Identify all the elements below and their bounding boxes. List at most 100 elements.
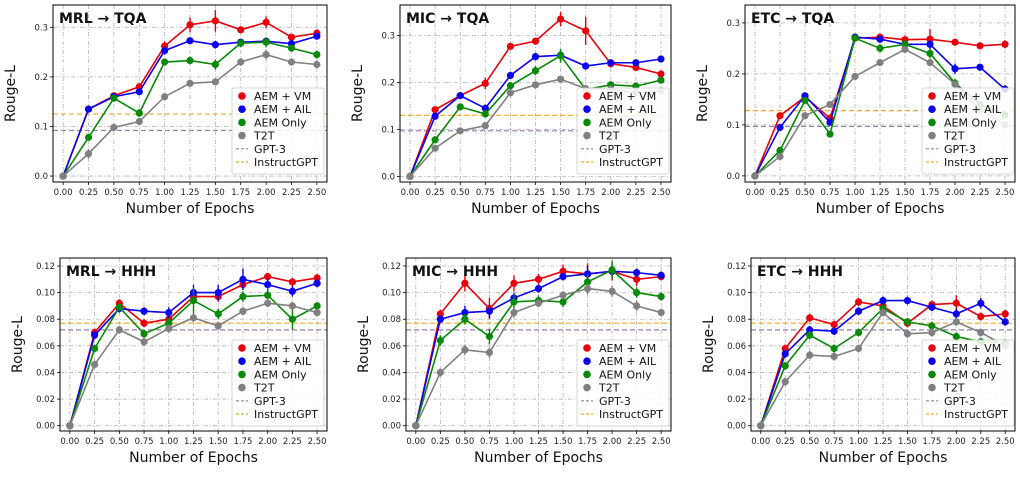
y-tick-label: 0.08 <box>36 315 55 325</box>
legend-marker <box>583 118 591 127</box>
legend-marker <box>928 357 936 366</box>
legend-marker <box>928 92 936 100</box>
data-point <box>189 314 198 322</box>
data-point <box>135 109 143 117</box>
x-tick-label: 1.00 <box>159 437 178 447</box>
legend-box <box>231 87 325 175</box>
x-tick-label: 1.50 <box>554 437 573 447</box>
data-point <box>556 52 565 60</box>
legend-marker <box>238 105 246 113</box>
x-tick-label: 1.75 <box>576 188 595 198</box>
data-point <box>879 296 887 305</box>
data-point <box>431 112 439 120</box>
x-tick-label: 0.75 <box>825 437 844 447</box>
x-tick-label: 1.25 <box>184 437 203 447</box>
data-point <box>288 278 296 286</box>
x-tick-label: 0.50 <box>104 188 123 198</box>
data-point <box>854 344 863 353</box>
y-tick-label: 0.02 <box>727 395 746 405</box>
y-axis-title: Rouge-L <box>10 316 26 373</box>
legend-label: AEM + AIL <box>254 103 312 116</box>
data-point <box>776 112 784 120</box>
data-point <box>506 82 515 90</box>
data-point <box>135 117 143 126</box>
legend-label: AEM + VM <box>254 342 311 355</box>
legend-label: AEM + VM <box>944 342 1001 355</box>
legend-marker <box>583 344 591 352</box>
legend-marker <box>583 383 591 392</box>
x-tick-label: 1.75 <box>231 188 250 198</box>
data-point <box>582 62 590 70</box>
data-point <box>928 303 936 311</box>
x-tick-label: 1.00 <box>849 437 868 447</box>
data-point <box>91 331 99 339</box>
data-point <box>161 93 169 101</box>
data-point <box>140 307 148 315</box>
data-point <box>903 296 912 305</box>
data-point <box>313 302 321 310</box>
y-tick-label: 0.3 <box>381 32 395 42</box>
x-tick-label: 1.50 <box>551 188 570 198</box>
x-tick-label: 1.75 <box>578 437 597 447</box>
x-tick-label: 0.00 <box>60 437 79 447</box>
legend-marker <box>238 357 246 366</box>
data-point <box>431 136 439 144</box>
data-point <box>91 344 99 353</box>
chart-panel-3: 0.00 0.25 0.50 0.75 1.00 1.25 1.50 1.75 2.00 2.25… <box>695 4 1016 217</box>
y-tick-label: 0.0 <box>726 172 740 182</box>
x-tick-label: 2.25 <box>971 437 990 447</box>
data-point <box>926 59 934 67</box>
data-point <box>534 275 543 283</box>
panel-title: MIC → HHH <box>412 264 498 280</box>
data-point <box>214 310 222 318</box>
legend-label: AEM + VM <box>944 90 1001 103</box>
data-point <box>556 75 565 83</box>
data-point <box>140 338 148 346</box>
legend-label: AEM Only <box>599 368 652 381</box>
legend-marker <box>583 92 591 100</box>
y-tick-label: 0.04 <box>36 368 55 378</box>
data-point <box>481 122 489 130</box>
x-tick-label: 2.25 <box>626 188 645 198</box>
data-point <box>264 281 272 289</box>
x-tick-label: 2.25 <box>282 188 301 198</box>
data-point <box>559 273 567 281</box>
chart-panel-5: 0.00 0.25 0.50 0.75 1.00 1.25 1.50 1.75 2.00 2.25… <box>356 257 672 466</box>
legend-label: GPT-3 <box>599 395 631 408</box>
x-tick-label: 1.75 <box>922 437 941 447</box>
data-point <box>186 21 194 29</box>
x-tick-label: 0.75 <box>480 437 499 447</box>
y-tick-label: 0.02 <box>36 395 55 405</box>
y-tick-label: 0.3 <box>34 23 48 33</box>
data-point <box>239 307 247 315</box>
data-point <box>485 348 494 357</box>
x-tick-label: 1.00 <box>155 188 174 198</box>
data-point <box>830 352 838 361</box>
data-point <box>313 274 321 282</box>
series-t2t <box>66 299 321 430</box>
data-point <box>239 275 247 283</box>
y-tick-label: 0.04 <box>727 368 746 378</box>
data-point <box>876 35 884 43</box>
x-tick-label: 2.25 <box>283 437 302 447</box>
data-point <box>288 302 296 310</box>
data-point <box>506 71 515 80</box>
data-point <box>928 322 936 330</box>
data-point <box>84 133 93 141</box>
data-point <box>531 81 540 89</box>
data-point <box>926 40 934 48</box>
data-point <box>91 360 99 369</box>
data-point <box>559 291 567 299</box>
data-point <box>262 50 270 59</box>
data-point <box>165 324 173 333</box>
data-point <box>287 44 296 52</box>
data-point <box>239 292 247 301</box>
legend-box <box>576 87 670 175</box>
data-point <box>657 70 665 78</box>
data-point <box>876 59 884 67</box>
legend-marker <box>238 370 246 379</box>
data-point <box>657 271 665 279</box>
legend-marker <box>583 131 591 140</box>
